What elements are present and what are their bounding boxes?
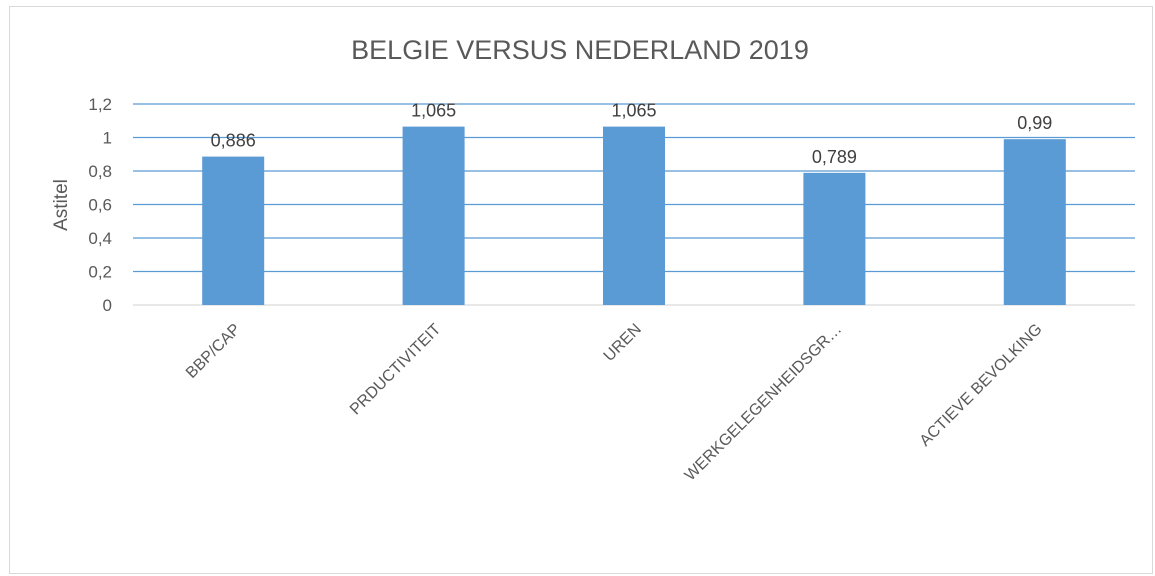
- bar: [803, 172, 866, 305]
- y-tick-label: 1: [103, 129, 112, 148]
- y-tick-label: 0,8: [88, 162, 112, 181]
- category-label: UREN: [601, 321, 645, 365]
- y-tick-label: 0,2: [88, 263, 112, 282]
- category-labels: BBP/CAP PRDUCTIVITEIT UREN WERKGELEGENHEIDS…: [183, 321, 1046, 485]
- data-labels: 0,886 1,065 1,065 0,789 0,99: [211, 101, 1053, 167]
- y-axis-label: Astitel: [51, 179, 72, 231]
- y-tick-label: 0,6: [88, 196, 112, 215]
- category-label: ACTIEVE BEVOLKING: [917, 321, 1046, 450]
- chart-title: BELGIE VERSUS NEDERLAND 2019: [351, 35, 809, 65]
- bar: [402, 126, 465, 305]
- chart-frame: [9, 6, 1153, 574]
- data-label: 0,886: [211, 131, 256, 151]
- category-label: WERKGELEGENHEIDSGR…: [682, 321, 846, 485]
- bar: [202, 156, 265, 305]
- data-label: 0,99: [1017, 113, 1052, 133]
- data-label: 1,065: [411, 101, 456, 121]
- category-label: BBP/CAP: [183, 321, 244, 382]
- y-tick-label: 1,2: [88, 95, 112, 114]
- bars: [202, 126, 1066, 305]
- data-label: 0,789: [812, 147, 857, 167]
- y-axis-ticks: 0 0,2 0,4 0,6 0,8 1 1,2: [88, 95, 112, 315]
- y-tick-label: 0: [103, 296, 112, 315]
- bar: [603, 126, 665, 305]
- data-label: 1,065: [611, 101, 656, 121]
- category-label: PRDUCTIVITEIT: [347, 321, 445, 419]
- y-tick-label: 0,4: [88, 229, 112, 248]
- bar: [1003, 139, 1066, 305]
